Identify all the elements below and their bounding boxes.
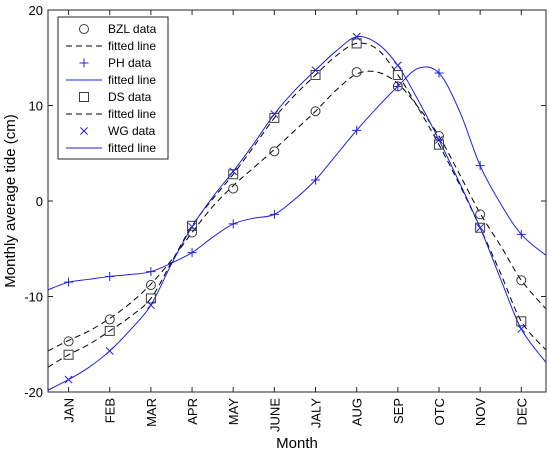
series-markers-2 xyxy=(64,68,526,287)
data-point-6-0 xyxy=(64,375,73,384)
data-point-2-2 xyxy=(146,267,156,277)
fitted-line-7 xyxy=(48,35,546,391)
data-point-4-10 xyxy=(475,222,486,233)
data-point-2-1 xyxy=(105,271,115,281)
y-tick-label: -10 xyxy=(24,290,43,305)
data-point-2-9 xyxy=(434,68,444,78)
legend: BZL data fitted line PH data fitted line DS … xyxy=(57,16,169,160)
x-tick-label: JUNE xyxy=(267,398,282,432)
x-axis-label: Month xyxy=(276,435,318,452)
data-point-2-0 xyxy=(64,277,74,287)
data-point-4-3 xyxy=(187,220,198,231)
data-point-6-1 xyxy=(105,346,114,355)
data-point-2-3 xyxy=(187,248,197,258)
data-point-4-11 xyxy=(516,316,527,327)
data-point-0-11 xyxy=(516,275,527,286)
legend-entry-4: DS data xyxy=(108,90,152,104)
data-point-2-4 xyxy=(228,219,238,229)
x-tick-label: SEP xyxy=(391,398,406,424)
data-point-0-2 xyxy=(145,280,156,291)
data-point-6-4 xyxy=(229,167,238,176)
data-point-0-5 xyxy=(269,146,280,157)
data-point-2-7 xyxy=(352,125,362,135)
x-tick-label: NOV xyxy=(473,398,488,427)
data-point-4-2 xyxy=(145,293,156,304)
fitted-line-1 xyxy=(48,70,546,352)
legend-entry-3: fitted line xyxy=(108,73,156,87)
data-point-4-0 xyxy=(63,349,74,360)
legend-entry-2: PH data xyxy=(108,56,152,70)
legend-marker-sample-4 xyxy=(79,92,89,102)
series-group xyxy=(48,32,546,391)
y-tick-label: -20 xyxy=(24,385,43,400)
x-tick-label: FEB xyxy=(103,398,118,423)
y-axis-label: Monthly average tide (cm) xyxy=(2,114,19,287)
y-tick-label: 0 xyxy=(36,194,43,209)
x-tick-label: JAN xyxy=(62,398,77,423)
data-point-0-10 xyxy=(475,209,486,220)
data-point-6-3 xyxy=(188,222,197,231)
legend-entry-7: fitted line xyxy=(108,141,156,155)
fitted-line-5 xyxy=(48,42,546,368)
data-point-2-6 xyxy=(311,175,321,185)
x-tick-label: DEC xyxy=(514,398,529,425)
data-point-6-7 xyxy=(352,32,361,41)
data-point-0-4 xyxy=(228,183,239,194)
data-point-6-5 xyxy=(270,110,279,119)
y-tick-label: 10 xyxy=(29,99,43,114)
data-point-4-8 xyxy=(392,69,403,80)
data-point-6-6 xyxy=(311,66,320,75)
legend-marker-sample-0 xyxy=(79,24,89,34)
x-tick-label: OTC xyxy=(432,398,447,425)
data-point-6-10 xyxy=(476,223,485,232)
x-tick-label: AUG xyxy=(350,398,365,426)
fitted-line-3 xyxy=(48,66,546,291)
axis-ticks: JAN FEB MAR APR MAY JUNE JALY AUG SEP OTC NOV DEC -2… xyxy=(24,3,546,432)
data-point-6-9 xyxy=(435,135,443,144)
data-point-6-11 xyxy=(517,325,526,333)
data-point-2-11 xyxy=(516,229,526,239)
legend-entry-1: fitted line xyxy=(108,39,156,53)
x-tick-label: APR xyxy=(185,398,200,425)
data-point-4-4 xyxy=(228,169,239,180)
legend-marker-sample-2 xyxy=(79,58,89,68)
series-markers-6 xyxy=(64,32,526,384)
x-tick-label: JALY xyxy=(309,398,324,428)
series-markers-4 xyxy=(63,38,527,360)
plot-area xyxy=(48,32,546,391)
data-point-0-7 xyxy=(351,67,362,78)
legend-entry-0: BZL data xyxy=(108,22,157,36)
data-point-0-1 xyxy=(104,314,115,325)
data-point-4-7 xyxy=(351,38,362,49)
data-point-6-8 xyxy=(393,61,402,70)
x-tick-label: MAR xyxy=(144,398,159,427)
legend-entry-5: fitted line xyxy=(108,107,156,121)
data-point-4-1 xyxy=(104,325,115,336)
data-point-2-8 xyxy=(393,81,403,91)
data-point-2-10 xyxy=(475,161,485,171)
data-point-6-2 xyxy=(146,301,155,310)
legend-box xyxy=(57,16,169,160)
legend-entry-6: WG data xyxy=(108,124,156,138)
data-point-0-3 xyxy=(187,227,198,238)
y-tick-label: 20 xyxy=(29,3,43,18)
data-point-0-6 xyxy=(310,106,321,117)
x-tick-label: MAY xyxy=(226,398,241,426)
data-point-0-0 xyxy=(63,336,74,347)
data-point-2-5 xyxy=(269,209,279,219)
legend-marker-sample-6 xyxy=(80,127,88,135)
